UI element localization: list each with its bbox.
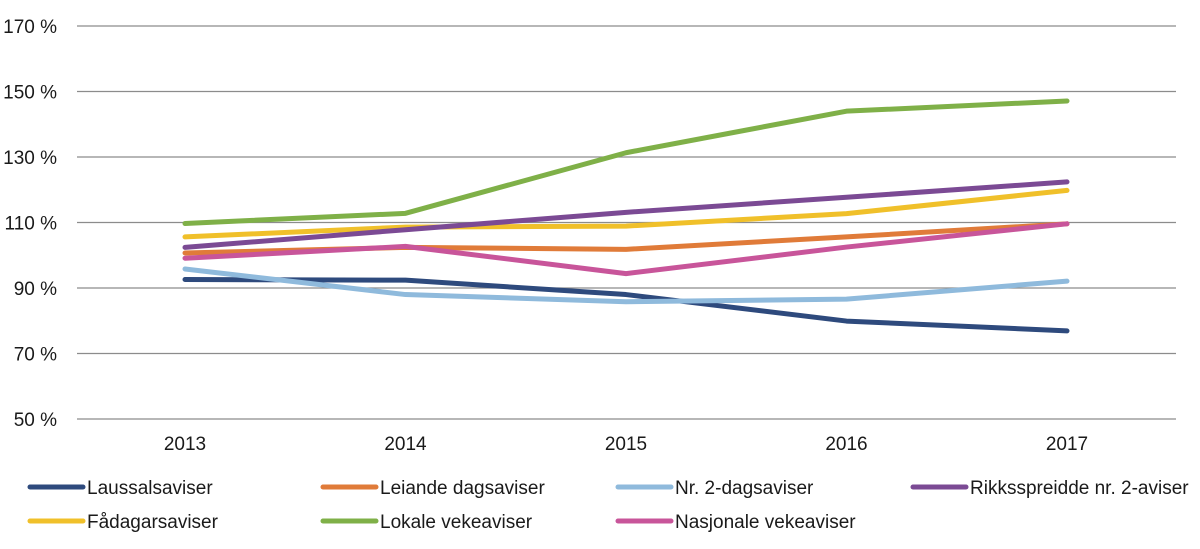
legend-label: Rikksspreidde nr. 2-aviser — [970, 478, 1189, 499]
x-axis-ticks: 2013 2014 2015 2016 2017 — [164, 434, 1088, 455]
legend-label: Nasjonale vekeaviser — [675, 512, 856, 533]
legend-label: Leiande dagsaviser — [380, 478, 545, 499]
legend-label: Nr. 2-dagsaviser — [675, 478, 814, 499]
x-tick-label: 2017 — [1046, 434, 1088, 455]
legend-item: Laussalsaviser — [27, 478, 213, 499]
x-tick-label: 2014 — [384, 434, 427, 455]
legend-label: Lokale vekeaviser — [380, 512, 533, 533]
legend-item: Fådagarsaviser — [27, 512, 219, 533]
series-line-laussalsaviser — [182, 276, 1070, 334]
y-axis-ticks: 50 % 70 % 90 % 110 % 130 % 150 % 170 % — [3, 17, 57, 431]
x-tick-label: 2016 — [825, 434, 867, 455]
legend-label: Laussalsaviser — [87, 478, 213, 499]
series-lines — [182, 98, 1070, 334]
legend-item: Rikksspreidde nr. 2-aviser — [910, 478, 1189, 499]
y-tick-label: 110 % — [5, 214, 58, 235]
legend-item: Lokale vekeaviser — [320, 512, 533, 533]
x-tick-label: 2013 — [164, 434, 206, 455]
y-tick-label: 130 % — [3, 148, 57, 169]
legend-label: Fådagarsaviser — [87, 512, 219, 533]
y-tick-label: 70 % — [14, 345, 57, 366]
legend: Laussalsaviser Leiande dagsaviser Nr. 2-da… — [27, 478, 1189, 533]
y-tick-label: 150 % — [3, 83, 57, 104]
y-tick-label: 170 % — [3, 17, 57, 38]
legend-item: Nasjonale vekeaviser — [615, 512, 856, 533]
y-tick-label: 90 % — [14, 279, 57, 300]
x-tick-label: 2015 — [605, 434, 647, 455]
legend-item: Leiande dagsaviser — [320, 478, 545, 499]
y-tick-label: 50 % — [14, 410, 57, 431]
legend-item: Nr. 2-dagsaviser — [615, 478, 814, 499]
